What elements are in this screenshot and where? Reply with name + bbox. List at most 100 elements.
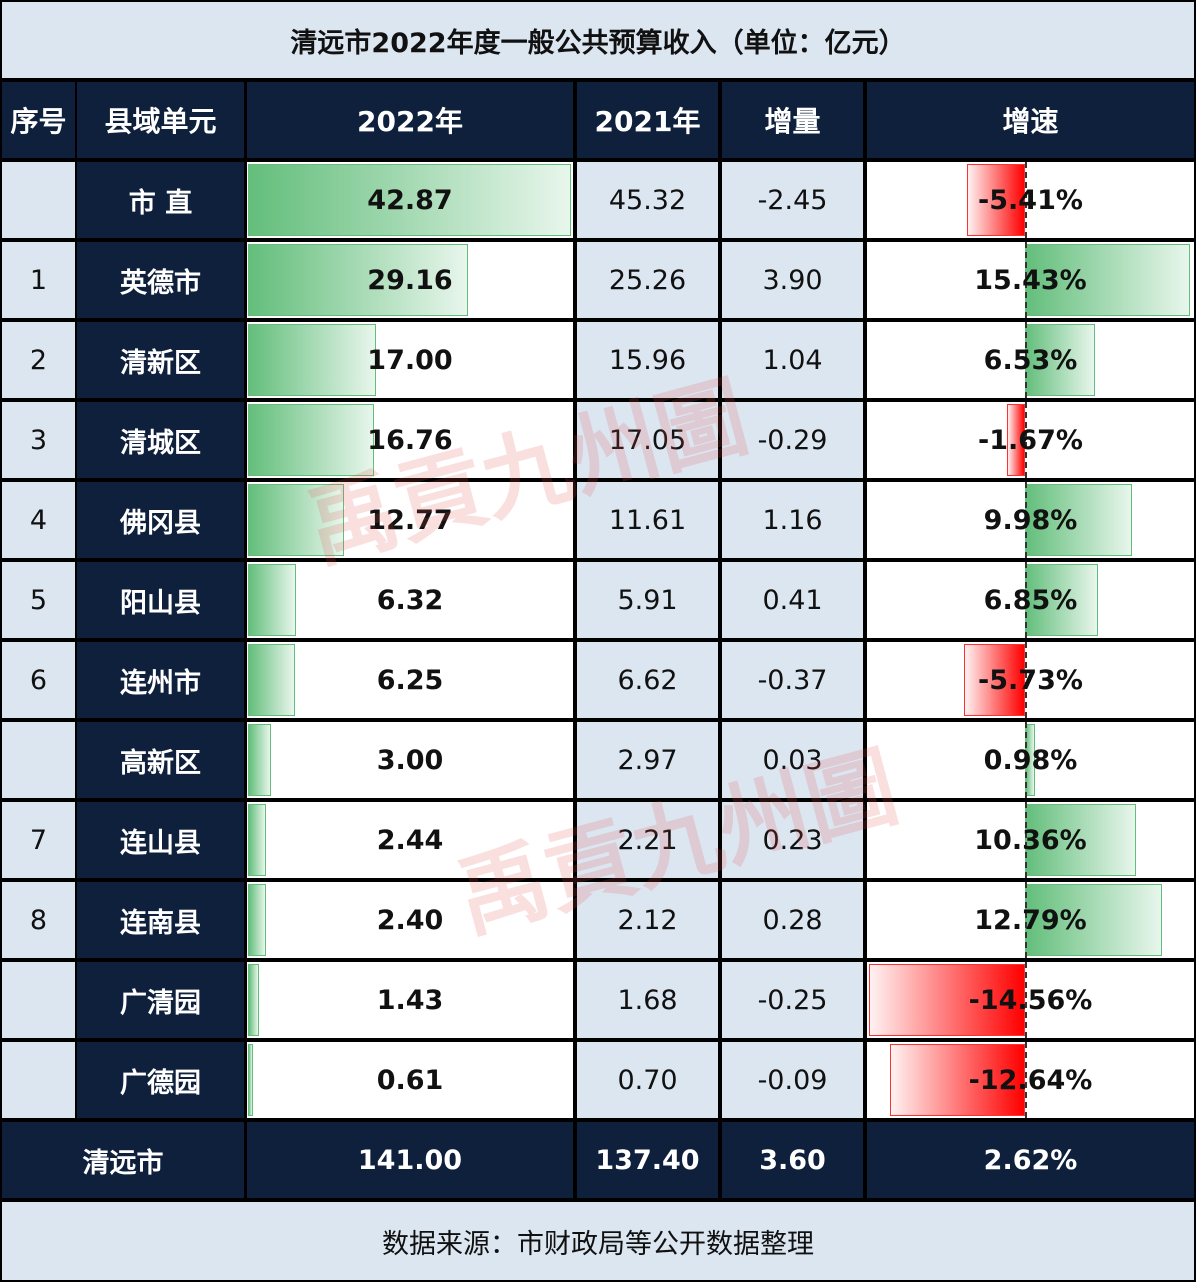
value-2022-cell: 12.77 — [247, 482, 573, 558]
growth-cell: 6.85% — [867, 562, 1194, 638]
growth-axis — [1025, 722, 1027, 798]
value-2022-bar — [248, 164, 571, 236]
unit-name-text: 清城区 — [120, 427, 201, 459]
value-2022-bar — [248, 1044, 253, 1116]
value-2022-cell: 16.76 — [247, 402, 573, 478]
growth-axis — [1025, 322, 1027, 398]
unit-name: 连山县 — [77, 802, 244, 878]
seq-cell — [2, 722, 75, 798]
value-2021-cell-text: 11.61 — [608, 504, 687, 536]
value-2022-bar — [248, 724, 271, 796]
value-2022-bar — [248, 324, 377, 396]
value-2022-bar — [248, 804, 267, 876]
growth-cell: 0.98% — [867, 722, 1194, 798]
value-2021-cell: 15.96 — [577, 322, 718, 398]
header-2021-text: 2021年 — [594, 105, 701, 138]
value-2022-bar — [248, 404, 375, 476]
delta-cell: 1.04 — [722, 322, 863, 398]
seq-cell — [2, 962, 75, 1038]
table-title: 清远市2022年度一般公共预算收入（单位：亿元） — [2, 2, 1194, 78]
unit-name-text: 连州市 — [120, 667, 201, 699]
value-2021-cell-text: 5.91 — [617, 584, 678, 616]
total-growth: 2.62% — [867, 1122, 1194, 1198]
seq-cell: 1 — [2, 242, 75, 318]
value-2021-cell-text: 2.12 — [617, 904, 678, 936]
value-2021-cell: 11.61 — [577, 482, 718, 558]
value-2022-bar — [248, 244, 468, 316]
delta-cell: 0.03 — [722, 722, 863, 798]
growth-cell-text: 10.36% — [974, 824, 1087, 856]
growth-cell: 10.36% — [867, 802, 1194, 878]
growth-cell-text: -5.73% — [978, 664, 1083, 696]
growth-bar — [1025, 324, 1095, 396]
value-2021-cell: 2.12 — [577, 882, 718, 958]
value-2022-cell-text: 0.61 — [376, 1064, 444, 1096]
growth-cell-text: -14.56% — [968, 984, 1093, 1016]
header-2021: 2021年 — [577, 82, 718, 158]
delta-cell-text: 1.16 — [762, 504, 823, 536]
value-2022-cell: 3.00 — [247, 722, 573, 798]
total-2021-text: 137.40 — [595, 1144, 700, 1176]
value-2022-cell-text: 12.77 — [367, 504, 453, 536]
growth-cell-text: 0.98% — [983, 744, 1078, 776]
value-2022-cell-text: 2.40 — [376, 904, 444, 936]
value-2022-cell-text: 2.44 — [376, 824, 444, 856]
seq-cell: 7 — [2, 802, 75, 878]
value-2021-cell: 0.70 — [577, 1042, 718, 1118]
header-2022-text: 2022年 — [357, 105, 463, 138]
growth-bar — [869, 964, 1025, 1036]
unit-name: 英德市 — [77, 242, 244, 318]
value-2022-cell-text: 1.43 — [376, 984, 444, 1016]
value-2021-cell-text: 15.96 — [608, 344, 687, 376]
delta-cell: 0.23 — [722, 802, 863, 878]
value-2022-cell-text: 6.32 — [376, 584, 444, 616]
growth-cell-text: 9.98% — [983, 504, 1078, 536]
growth-cell: 12.79% — [867, 882, 1194, 958]
growth-cell-text: 6.85% — [983, 584, 1078, 616]
value-2022-cell: 6.32 — [247, 562, 573, 638]
seq-cell: 6 — [2, 642, 75, 718]
seq-cell — [2, 162, 75, 238]
growth-cell: -5.73% — [867, 642, 1194, 718]
growth-cell: -12.64% — [867, 1042, 1194, 1118]
unit-name-text: 清新区 — [120, 347, 201, 379]
growth-cell: 9.98% — [867, 482, 1194, 558]
growth-bar — [889, 1044, 1025, 1116]
unit-name: 阳山县 — [77, 562, 244, 638]
delta-cell-text: 0.03 — [762, 744, 823, 776]
growth-cell: 15.43% — [867, 242, 1194, 318]
seq-cell-text: 6 — [29, 664, 48, 696]
delta-cell: 1.16 — [722, 482, 863, 558]
unit-name: 市 直 — [77, 162, 244, 238]
value-2021-cell: 2.97 — [577, 722, 718, 798]
unit-name: 清新区 — [77, 322, 244, 398]
seq-cell: 3 — [2, 402, 75, 478]
growth-axis — [1025, 1042, 1027, 1118]
value-2022-cell: 29.16 — [247, 242, 573, 318]
delta-cell: -0.29 — [722, 402, 863, 478]
seq-cell-text: 7 — [29, 824, 48, 856]
value-2021-cell: 6.62 — [577, 642, 718, 718]
unit-name: 清城区 — [77, 402, 244, 478]
header-unit: 县域单元 — [77, 82, 244, 158]
header-unit-text: 县域单元 — [104, 105, 217, 138]
growth-bar — [967, 164, 1025, 236]
seq-cell: 8 — [2, 882, 75, 958]
seq-cell-text: 2 — [29, 344, 48, 376]
value-2021-cell: 25.26 — [577, 242, 718, 318]
value-2022-cell-text: 3.00 — [376, 744, 444, 776]
delta-cell: 0.41 — [722, 562, 863, 638]
seq-cell-text: 3 — [29, 424, 48, 456]
value-2022-cell-text: 29.16 — [367, 264, 453, 296]
unit-name-text: 广德园 — [120, 1067, 201, 1099]
value-2022-bar — [248, 564, 296, 636]
value-2021-cell-text: 0.70 — [617, 1064, 678, 1096]
unit-name: 广德园 — [77, 1042, 244, 1118]
delta-cell-text: -2.45 — [757, 184, 828, 216]
value-2021-cell-text: 2.97 — [617, 744, 678, 776]
growth-cell: 6.53% — [867, 322, 1194, 398]
value-2022-cell: 6.25 — [247, 642, 573, 718]
growth-axis — [1025, 882, 1027, 958]
growth-cell-text: -12.64% — [968, 1064, 1093, 1096]
